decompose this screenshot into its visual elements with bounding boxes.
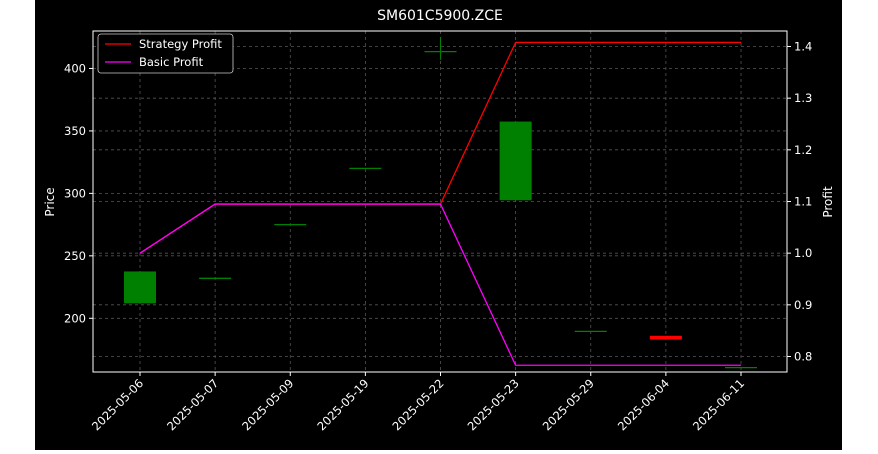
- y2-tick-label: 1.2: [794, 143, 812, 157]
- x-tick-label: 2025-05-07: [164, 376, 221, 433]
- grid: [93, 31, 787, 372]
- chart-svg: SM601C5900.ZCE 200 250 300 350 400 0.8 0.9 1.0…: [43, 8, 835, 433]
- candle-body: [124, 271, 156, 304]
- y2-tick-label: 1.3: [794, 91, 812, 105]
- y2-tick-label: 0.9: [794, 298, 812, 312]
- y-tick-label: 200: [64, 311, 86, 325]
- y-tick-label: 300: [64, 186, 86, 200]
- x-tick-label: 2025-05-22: [389, 376, 446, 433]
- chart-figure: SM601C5900.ZCE 200 250 300 350 400 0.8 0.9 1.0…: [35, 0, 842, 450]
- profit-lines: [139, 41, 741, 366]
- legend-box: [97, 33, 234, 74]
- legend-basic-label: Basic Profit: [139, 55, 204, 69]
- legend-strategy-label: Strategy Profit: [139, 37, 222, 51]
- y-tick-label: 400: [64, 61, 86, 75]
- x-tick-label: 2025-05-06: [89, 376, 146, 433]
- y2-axis: 0.8 0.9 1.0 1.1 1.2 1.3 1.4: [787, 40, 812, 364]
- x-tick-label: 2025-06-11: [690, 376, 747, 433]
- y-tick-label: 350: [64, 124, 86, 138]
- candle-body: [499, 121, 532, 201]
- chart-title: SM601C5900.ZCE: [377, 8, 503, 24]
- x-tick-label: 2025-05-19: [314, 376, 371, 433]
- y2-axis-label: Profit: [821, 186, 835, 218]
- y-tick-label: 250: [64, 249, 86, 263]
- y-axis: 200 250 300 350 400: [64, 61, 93, 325]
- y2-tick-label: 1.0: [794, 246, 812, 260]
- x-tick-label: 2025-05-09: [239, 376, 296, 433]
- x-tick-label: 2025-05-23: [465, 376, 522, 433]
- y2-tick-label: 1.1: [794, 195, 812, 209]
- x-tick-label: 2025-05-29: [540, 376, 597, 433]
- y2-tick-label: 1.4: [794, 40, 812, 54]
- x-tick-label: 2025-06-04: [615, 376, 672, 433]
- candle-body: [649, 335, 682, 340]
- profit-line-basic-profit: [139, 203, 741, 366]
- legend: Strategy Profit Basic Profit: [97, 33, 234, 74]
- y-axis-label: Price: [43, 187, 57, 216]
- x-axis: 2025-05-06 2025-05-07 2025-05-09 2025-05-19…: [89, 372, 747, 433]
- y2-tick-label: 0.8: [794, 350, 812, 364]
- candles: [124, 37, 757, 369]
